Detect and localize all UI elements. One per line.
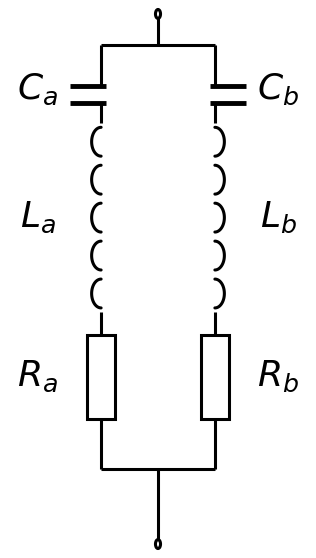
- Text: $\mathit{C}_a$: $\mathit{C}_a$: [17, 71, 58, 107]
- Text: $\mathit{L}_b$: $\mathit{L}_b$: [260, 200, 296, 235]
- Text: $\mathit{L}_a$: $\mathit{L}_a$: [20, 200, 56, 235]
- Bar: [201, 335, 229, 418]
- Text: $\mathit{R}_a$: $\mathit{R}_a$: [17, 359, 58, 395]
- Bar: [87, 335, 115, 418]
- Text: $\mathit{C}_b$: $\mathit{C}_b$: [257, 71, 299, 107]
- Text: $\mathit{R}_b$: $\mathit{R}_b$: [257, 359, 299, 395]
